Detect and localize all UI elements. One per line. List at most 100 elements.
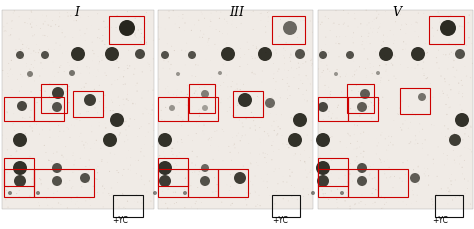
Point (252, 207, 260, 210)
Point (23, 102, 31, 106)
Point (104, 25, 111, 29)
Point (69, 185, 77, 188)
Point (354, 25, 362, 29)
Point (443, 93, 451, 97)
Point (424, 55, 431, 59)
Point (390, 42, 398, 45)
Point (468, 150, 474, 154)
Point (142, 46, 150, 50)
Point (342, 169, 350, 173)
Point (390, 119, 398, 122)
Point (371, 92, 379, 95)
Point (55, 69, 63, 72)
Point (94, 165, 102, 169)
Bar (188, 97, 218, 121)
Point (140, 35, 147, 39)
Circle shape (158, 133, 172, 147)
Point (10, 9, 18, 13)
Point (179, 13, 187, 16)
Point (94, 12, 101, 16)
Point (145, 19, 152, 23)
Point (70, 19, 78, 23)
Point (256, 12, 264, 15)
Point (3, 190, 11, 194)
Bar (218, 169, 248, 197)
Point (158, 176, 166, 180)
Point (377, 133, 384, 137)
Point (421, 49, 429, 53)
Point (264, 172, 271, 176)
Point (112, 195, 120, 199)
Point (319, 144, 327, 147)
Point (444, 202, 452, 206)
Point (226, 106, 234, 109)
Point (76, 119, 84, 123)
Point (459, 95, 466, 99)
Point (157, 26, 165, 30)
Point (381, 196, 389, 200)
Point (419, 142, 426, 145)
Point (228, 85, 235, 88)
Point (446, 177, 453, 180)
Point (2, 29, 10, 33)
Point (358, 35, 365, 38)
Point (456, 24, 464, 28)
Point (335, 42, 343, 45)
Point (107, 41, 115, 45)
Point (173, 50, 181, 53)
Point (364, 57, 372, 61)
Point (454, 56, 461, 59)
Bar (318, 97, 348, 121)
Point (96, 180, 103, 184)
Point (34, 169, 42, 172)
Point (381, 54, 388, 58)
Point (408, 66, 416, 70)
Point (215, 148, 222, 152)
Point (278, 113, 285, 117)
Point (293, 16, 301, 20)
Point (56, 161, 64, 164)
Bar (272, 195, 300, 217)
Point (231, 87, 239, 91)
Point (94, 191, 101, 194)
Point (51, 48, 58, 51)
Point (377, 199, 384, 203)
Point (179, 118, 187, 122)
Point (138, 96, 146, 100)
Point (93, 89, 101, 93)
Point (247, 162, 255, 166)
Point (388, 192, 395, 196)
Point (257, 41, 265, 45)
Point (265, 103, 273, 106)
Point (112, 121, 120, 125)
Point (371, 176, 379, 180)
Point (132, 34, 139, 38)
Point (425, 183, 432, 187)
Point (297, 19, 305, 23)
Point (254, 164, 262, 167)
Point (445, 56, 452, 59)
Point (1, 99, 9, 103)
Point (16, 181, 24, 185)
Point (89, 59, 96, 63)
Point (230, 141, 238, 144)
Point (296, 146, 304, 150)
Point (366, 164, 374, 168)
Point (175, 26, 183, 29)
Point (291, 191, 298, 195)
Point (332, 116, 339, 120)
Point (354, 146, 361, 150)
Point (447, 180, 455, 183)
Point (276, 127, 284, 131)
Point (270, 77, 277, 80)
Point (451, 128, 458, 131)
Point (64, 125, 71, 129)
Point (191, 202, 199, 206)
Point (185, 172, 192, 175)
Point (250, 115, 257, 119)
Point (362, 66, 369, 70)
Point (62, 145, 70, 148)
Point (198, 201, 205, 204)
Point (319, 118, 327, 121)
Point (191, 91, 199, 95)
